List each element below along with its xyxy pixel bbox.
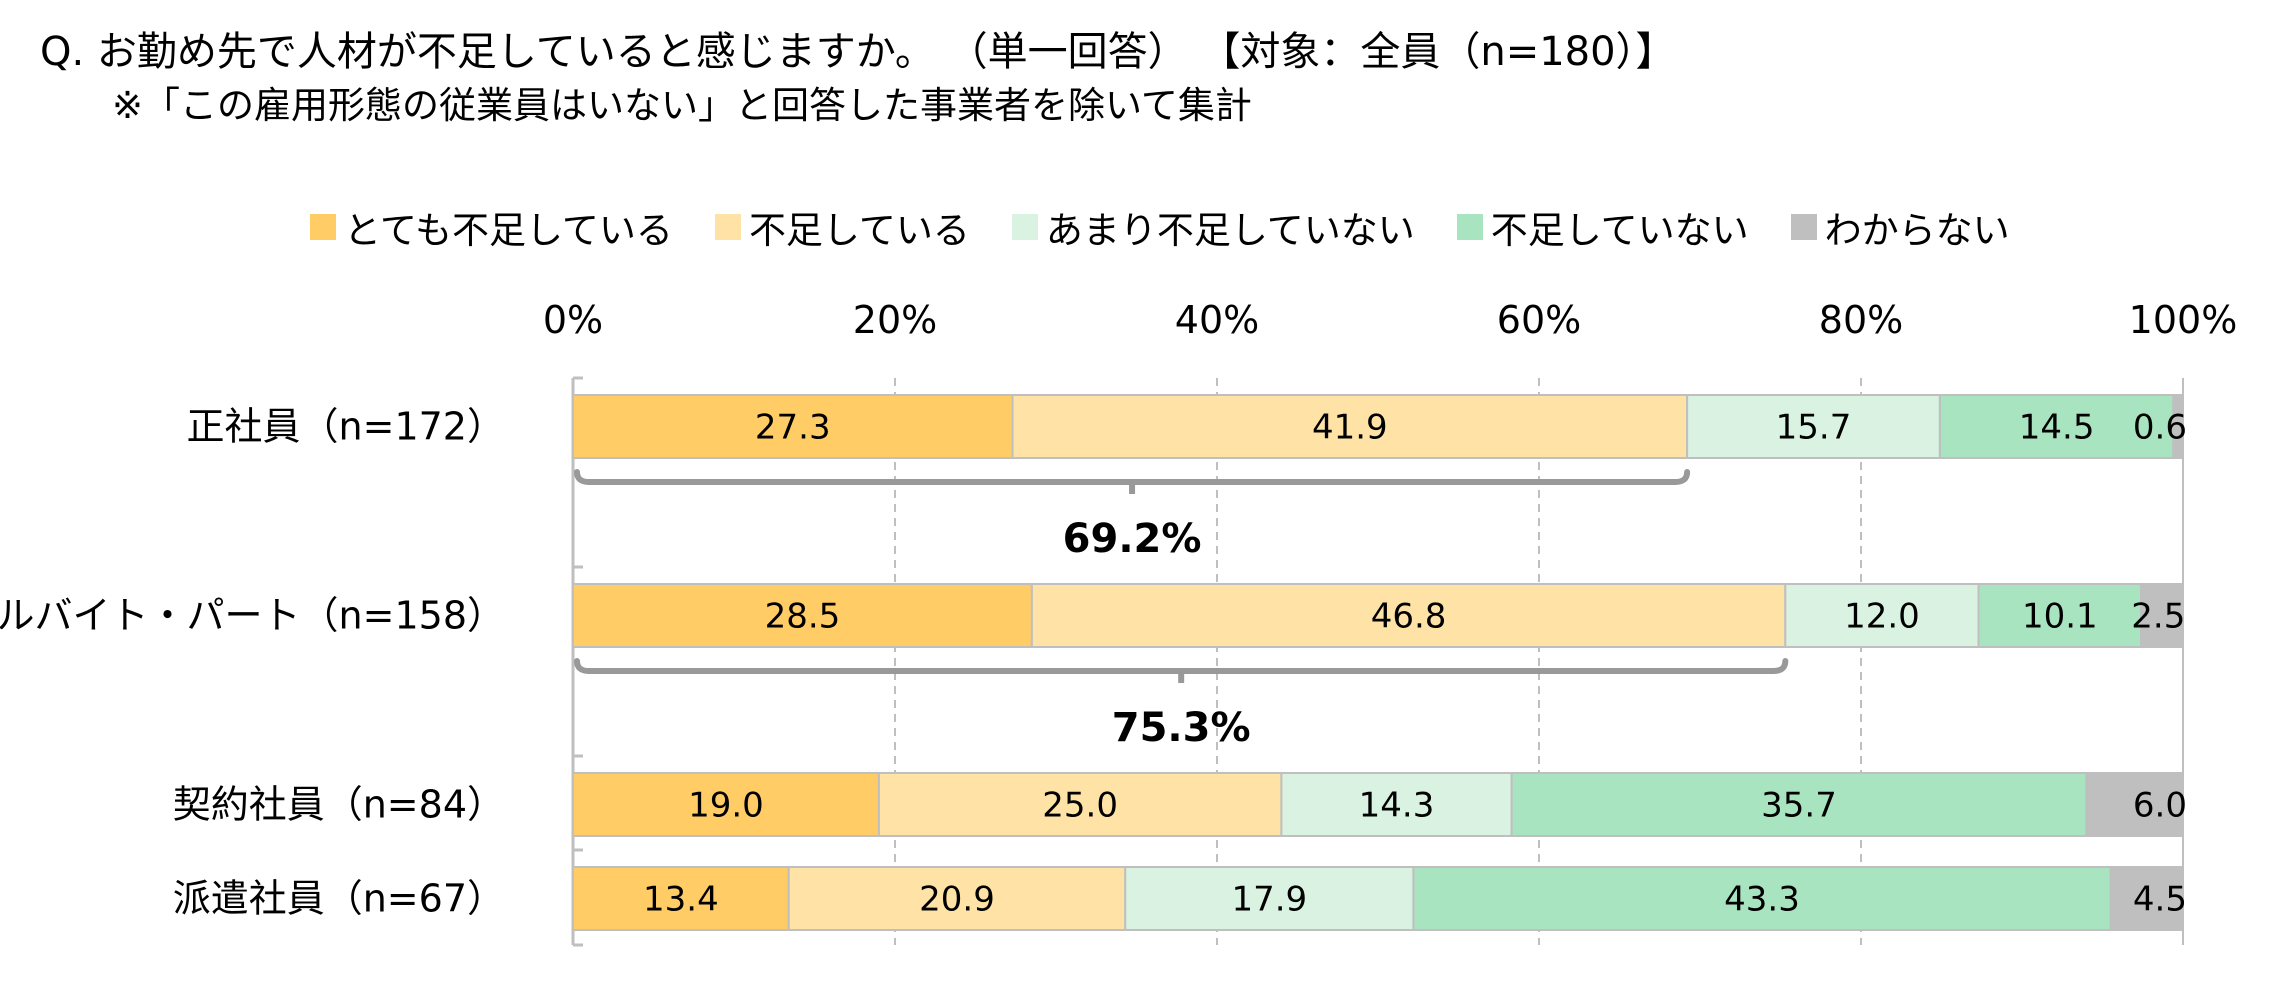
data-label: 4.5 <box>2133 880 2187 920</box>
bar-segment <box>1686 394 1941 459</box>
bar-segment <box>1011 394 1689 459</box>
bar-segment <box>1938 394 2175 459</box>
legend-label: わからない <box>1824 209 2010 252</box>
category-label: 正社員（n=172） <box>187 405 505 449</box>
data-label: 20.9 <box>919 880 995 920</box>
data-label: 2.5 <box>2131 597 2185 637</box>
data-label: 28.5 <box>765 597 841 637</box>
bar-segment <box>2172 394 2185 459</box>
bar-segment <box>2085 772 2184 837</box>
legend-item: わからない <box>1790 200 2010 254</box>
legend-swatch <box>714 214 741 240</box>
data-label: 14.5 <box>2019 408 2095 448</box>
bar-segment <box>1510 772 2088 837</box>
data-label: 27.3 <box>755 408 831 448</box>
x-tick-label: 20% <box>853 298 937 342</box>
chart-note: ※「この雇用形態の従業員はいない」と回答した事業者を除いて集計 <box>112 84 1252 127</box>
bar-segment <box>2140 583 2183 648</box>
data-label: 13.4 <box>643 880 719 920</box>
bar-segment <box>2109 866 2185 931</box>
data-label: 35.7 <box>1761 786 1837 826</box>
legend-swatch <box>1790 214 1817 240</box>
bar-segment <box>1784 583 1980 648</box>
x-tick-label: 60% <box>1497 298 1581 342</box>
bar-segment <box>877 772 1283 837</box>
legend-item: あまり不足していない <box>1011 200 1415 254</box>
bar-segment <box>787 866 1127 931</box>
legend-item: とても不足している <box>310 200 673 254</box>
category-label: 契約社員（n=84） <box>173 783 505 827</box>
data-label: 12.0 <box>1844 597 1920 637</box>
category-label: アルバイト・パート（n=158） <box>0 594 505 638</box>
bar-segment <box>572 866 790 931</box>
data-label: 41.9 <box>1312 408 1388 448</box>
legend-item: 不足している <box>714 200 970 254</box>
data-label: 19.0 <box>688 786 764 826</box>
data-label: 46.8 <box>1371 597 1447 637</box>
x-tick-label: 0% <box>543 298 603 342</box>
bracket <box>574 658 1789 674</box>
data-label: 14.3 <box>1359 786 1435 826</box>
data-label: 15.7 <box>1776 408 1852 448</box>
x-tick-label: 80% <box>1819 298 1903 342</box>
bar-segment <box>572 583 1033 648</box>
legend-swatch <box>310 214 336 240</box>
bracket-total-label: 69.2% <box>1063 516 1202 562</box>
legend-label: 不足している <box>748 209 970 252</box>
legend-swatch <box>1456 214 1483 240</box>
bar-segment <box>1977 583 2143 648</box>
legend-label: あまり不足していない <box>1045 209 1415 252</box>
data-label: 43.3 <box>1724 880 1800 920</box>
data-label: 17.9 <box>1231 880 1307 920</box>
legend-swatch <box>1011 214 1038 240</box>
bar-segment <box>1124 866 1415 931</box>
bracket-total-label: 75.3% <box>1112 705 1251 751</box>
data-label: 6.0 <box>2133 786 2187 826</box>
data-label: 0.6 <box>2133 408 2187 448</box>
category-label: 派遣社員（n=67） <box>173 877 505 921</box>
legend-label: 不足していない <box>1490 209 1749 252</box>
bar-segment <box>572 772 880 837</box>
bar-segment <box>1280 772 1513 837</box>
bar-segment <box>572 394 1014 459</box>
bracket <box>574 469 1691 485</box>
x-tick-label: 100% <box>2129 298 2238 342</box>
data-label: 25.0 <box>1042 786 1118 826</box>
data-label: 10.1 <box>2022 597 2098 637</box>
legend: とても不足している 不足している あまり不足していない 不足していない わからない <box>310 200 2010 254</box>
chart-title: Q. お勤め先で人材が不足していると感じますか。 （単一回答） 【対象：全員（n… <box>40 29 1676 75</box>
x-tick-label: 40% <box>1175 298 1259 342</box>
legend-item: 不足していない <box>1456 200 1749 254</box>
legend-label: とても不足している <box>344 209 673 252</box>
bar-segment <box>1030 583 1787 648</box>
